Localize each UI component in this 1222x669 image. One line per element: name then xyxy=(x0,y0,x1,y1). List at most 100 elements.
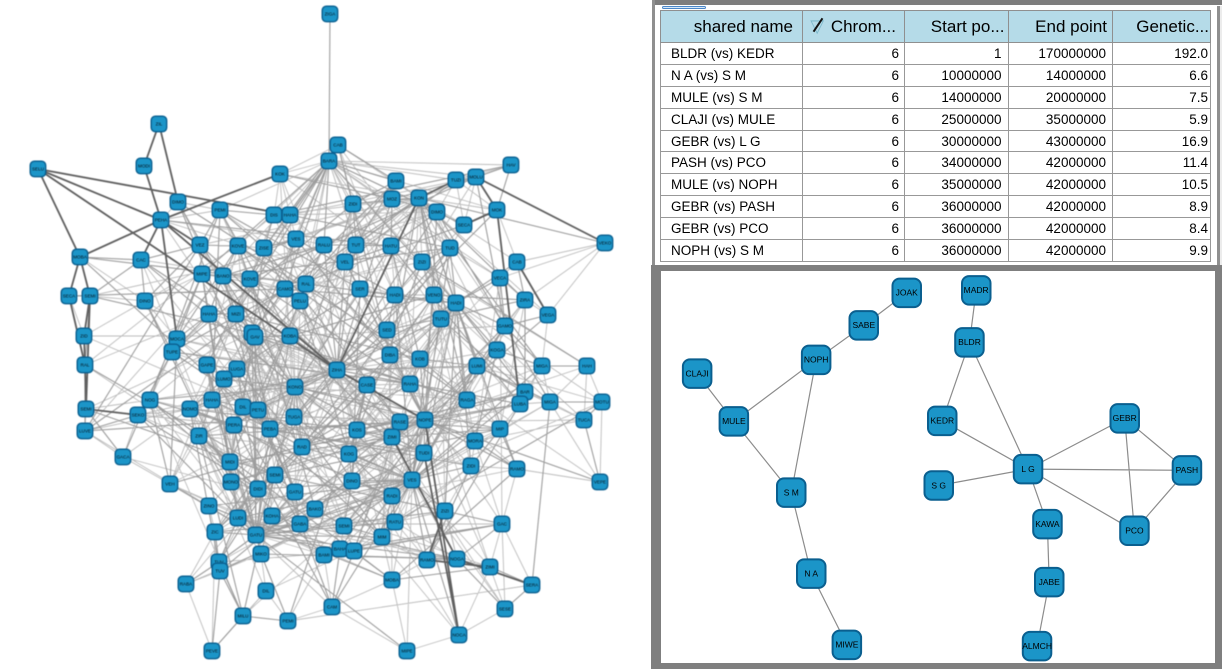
svg-text:BARA: BARA xyxy=(323,159,336,164)
svg-text:TUCA: TUCA xyxy=(578,418,591,423)
svg-text:NOMO: NOMO xyxy=(183,407,198,412)
svg-text:LUGA: LUGA xyxy=(231,367,244,372)
svg-text:MORA: MORA xyxy=(468,439,483,444)
svg-text:CASE: CASE xyxy=(361,383,374,388)
svg-text:ZISE: ZISE xyxy=(259,246,269,251)
svg-text:BANO: BANO xyxy=(216,274,229,279)
svg-text:SEKO: SEKO xyxy=(132,413,145,418)
svg-text:KOVE: KOVE xyxy=(232,244,245,249)
svg-text:PEMI: PEMI xyxy=(214,208,225,213)
svg-text:SEMI: SEMI xyxy=(84,294,95,299)
svg-text:MIPE: MIPE xyxy=(401,649,412,654)
svg-text:LUPE: LUPE xyxy=(348,549,360,554)
svg-text:TUV: TUV xyxy=(214,560,224,565)
svg-text:VEL: VEL xyxy=(341,260,350,265)
svg-text:GAV: GAV xyxy=(250,335,260,340)
svg-text:MOTU: MOTU xyxy=(595,400,609,405)
svg-text:RATU: RATU xyxy=(389,520,401,525)
svg-text:RAL: RAL xyxy=(302,282,311,287)
svg-text:MOLU: MOLU xyxy=(469,175,482,180)
svg-text:TUPE: TUPE xyxy=(166,350,178,355)
svg-text:SELU: SELU xyxy=(32,167,44,172)
svg-text:PELU: PELU xyxy=(294,299,306,304)
svg-text:KAWA: KAWA xyxy=(1035,519,1060,529)
svg-text:ZID: ZID xyxy=(80,334,88,339)
svg-text:GACA: GACA xyxy=(116,455,130,460)
svg-text:RAL: RAL xyxy=(81,363,90,368)
svg-text:JABE: JABE xyxy=(1039,577,1061,587)
svg-text:TUDI: TUDI xyxy=(419,451,430,456)
svg-text:MOBA: MOBA xyxy=(73,255,87,260)
svg-text:GAMO: GAMO xyxy=(498,324,512,329)
svg-text:MIZI: MIZI xyxy=(231,312,240,317)
svg-text:PEVE: PEVE xyxy=(206,649,218,654)
svg-text:BAKO: BAKO xyxy=(309,507,322,512)
svg-text:ZIRA: ZIRA xyxy=(520,298,531,303)
svg-text:HAHA: HAHA xyxy=(206,398,220,403)
svg-text:RASE: RASE xyxy=(394,420,407,425)
svg-text:HATU: HATU xyxy=(385,244,397,249)
svg-text:RAHA: RAHA xyxy=(404,382,418,387)
svg-text:MOZ: MOZ xyxy=(387,197,397,202)
svg-text:VENO: VENO xyxy=(427,293,440,298)
svg-text:VEGA: VEGA xyxy=(542,313,556,318)
svg-text:RADI: RADI xyxy=(387,494,398,499)
svg-text:DIBA: DIBA xyxy=(385,353,397,358)
svg-text:MODI: MODI xyxy=(138,164,150,169)
svg-text:KOVE: KOVE xyxy=(244,277,257,282)
svg-text:SECA: SECA xyxy=(458,223,471,228)
svg-text:ZIDI: ZIDI xyxy=(467,464,476,469)
svg-text:HAH: HAH xyxy=(582,364,592,369)
svg-text:NOPH: NOPH xyxy=(804,355,829,365)
svg-text:MIWE: MIWE xyxy=(835,640,858,650)
svg-text:MIPE: MIPE xyxy=(196,272,207,277)
svg-text:PERA: PERA xyxy=(228,423,241,428)
svg-text:MIDI: MIDI xyxy=(225,460,235,465)
svg-text:NOG: NOG xyxy=(145,398,156,403)
svg-text:KOB: KOB xyxy=(415,357,425,362)
svg-text:PEMI: PEMI xyxy=(282,619,293,624)
svg-text:CAMO: CAMO xyxy=(278,287,292,292)
svg-text:DIMO: DIMO xyxy=(431,210,443,215)
svg-text:SER: SER xyxy=(355,287,365,292)
svg-text:HAV: HAV xyxy=(506,163,516,168)
svg-text:MOBA: MOBA xyxy=(385,578,399,583)
svg-text:RAGA: RAGA xyxy=(460,398,474,403)
svg-text:SERA: SERA xyxy=(526,583,539,588)
svg-text:LUDI: LUDI xyxy=(233,516,243,521)
svg-text:DIS: DIS xyxy=(270,213,278,218)
svg-text:CLAJI: CLAJI xyxy=(686,369,709,379)
svg-text:ZIHA: ZIHA xyxy=(332,368,343,373)
svg-text:PETU: PETU xyxy=(252,408,264,413)
svg-text:SEMI: SEMI xyxy=(338,524,349,529)
svg-text:ZIR: ZIR xyxy=(195,434,203,439)
svg-text:TUV: TUV xyxy=(215,569,225,574)
svg-text:SEMI: SEMI xyxy=(80,407,91,412)
svg-text:TUGA: TUGA xyxy=(288,415,302,420)
svg-text:S G: S G xyxy=(931,480,946,490)
svg-text:GABA: GABA xyxy=(294,522,308,527)
svg-text:BLDR: BLDR xyxy=(958,337,981,347)
svg-text:ZIDI: ZIDI xyxy=(349,202,358,207)
svg-text:MONO: MONO xyxy=(224,480,239,485)
svg-text:KONO: KONO xyxy=(288,385,302,390)
svg-text:VEPE: VEPE xyxy=(594,480,606,485)
svg-text:LUMO: LUMO xyxy=(217,377,231,382)
svg-text:DIL: DIL xyxy=(262,589,270,594)
svg-text:BAMI: BAMI xyxy=(390,179,401,184)
svg-text:ZIMI: ZIMI xyxy=(485,565,494,570)
svg-text:TUTU: TUTU xyxy=(435,317,447,322)
svg-text:RALU: RALU xyxy=(318,243,330,248)
svg-text:PEHA: PEHA xyxy=(155,218,168,223)
svg-text:KON: KON xyxy=(414,196,424,201)
svg-text:L G: L G xyxy=(1021,464,1034,474)
svg-text:ZIGA: ZIGA xyxy=(325,12,337,17)
svg-text:MIP: MIP xyxy=(496,427,504,432)
svg-text:S M: S M xyxy=(784,488,799,498)
svg-text:RABA: RABA xyxy=(180,582,193,587)
svg-text:CAM: CAM xyxy=(327,605,337,610)
svg-text:SECA: SECA xyxy=(63,294,76,299)
svg-text:CAB: CAB xyxy=(333,143,342,148)
svg-text:HAHA: HAHA xyxy=(284,213,298,218)
svg-text:KOK: KOK xyxy=(275,172,286,177)
